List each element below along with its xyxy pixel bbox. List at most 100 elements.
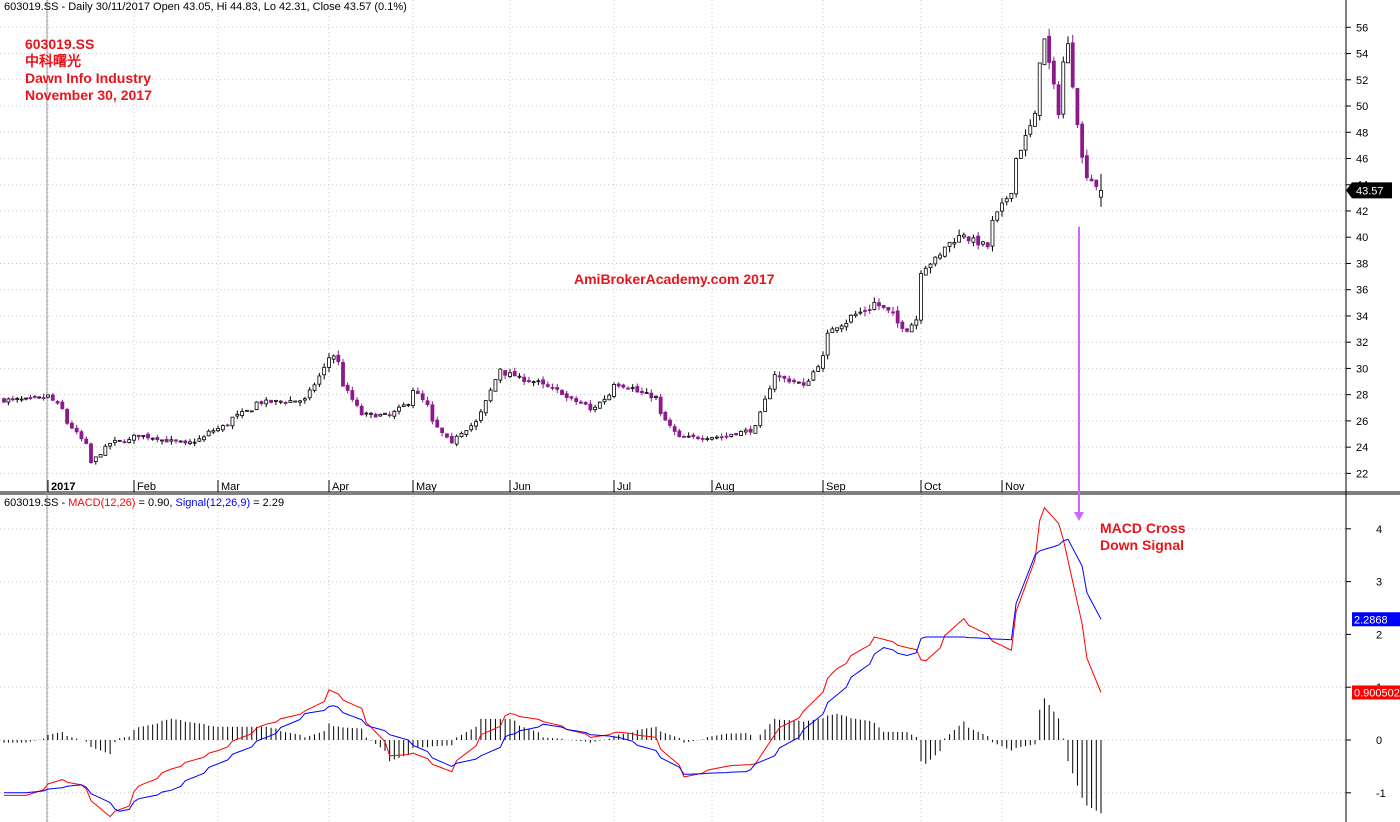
candle-body [512, 371, 517, 377]
candle-body [2, 398, 6, 403]
price-y-tick-label: 50 [1356, 101, 1368, 113]
candle-body [155, 437, 160, 441]
candle-body [440, 427, 445, 434]
candle-body [1066, 43, 1070, 64]
candle-body [1084, 155, 1089, 179]
candle-body [1037, 62, 1042, 117]
candle-body [729, 433, 734, 437]
candle-body [350, 390, 355, 400]
candle-body [493, 379, 498, 392]
candle-body [1061, 61, 1066, 115]
month-label: May [416, 481, 437, 493]
macd-legend-label: MACD(12,26) [68, 497, 136, 509]
candle-body [593, 406, 597, 411]
x-axis: 2017 Feb Mar Apr May Jun Jul Aug Sep Oct Nov [47, 480, 1025, 493]
candle-body [55, 401, 60, 404]
candle-body [28, 397, 33, 399]
price-y-tick-label: 40 [1356, 232, 1368, 244]
candle-body [724, 435, 729, 438]
candle-body [672, 426, 677, 432]
price-panel-header: 603019.SS - Daily 30/11/2017 Open 43.05,… [4, 1, 407, 13]
candle-body [1075, 88, 1080, 126]
candle-body [245, 409, 249, 412]
candle-body [136, 434, 141, 438]
candle-body [459, 432, 464, 438]
macd-panel-header: 603019.SS - MACD(12,26) = 0.90, Signal(1… [4, 497, 284, 509]
candle-body [108, 442, 113, 447]
candle-body [858, 311, 863, 314]
candle-body [966, 236, 971, 242]
candle-body [392, 410, 397, 417]
candle-body [183, 440, 188, 444]
macd-y-axis: -101234 [1346, 524, 1386, 800]
candle-body [658, 396, 663, 414]
signal-line [4, 538, 1102, 812]
candle-body [425, 400, 430, 406]
candle-body [415, 390, 420, 394]
candle-body [387, 414, 392, 417]
candle-body [46, 394, 50, 398]
macd-y-tick-label: 0 [1376, 735, 1382, 747]
macd-cross-annotation-line: Down Signal [1100, 537, 1184, 553]
candle-body [469, 425, 474, 431]
candle-body [668, 419, 672, 426]
candle-body [464, 430, 469, 435]
candle-body [141, 435, 146, 437]
stock-annotation-line: 中科曙光 [25, 53, 81, 69]
month-label: Oct [924, 481, 941, 493]
candle-body [900, 321, 905, 329]
candle-body [763, 398, 767, 412]
candle-body [1094, 179, 1099, 187]
candle-body [985, 242, 990, 248]
candle-body [536, 380, 541, 383]
candle-body [952, 242, 957, 245]
candle-body [555, 387, 560, 390]
month-label: Jul [617, 481, 631, 493]
candle-body [19, 398, 24, 401]
signal-legend-label: Signal(12,26,9) [175, 497, 251, 509]
candle-body [517, 375, 522, 378]
candle-body [714, 436, 719, 439]
candle-body [1089, 178, 1094, 182]
candle-body [317, 375, 322, 385]
candle-body [1042, 38, 1047, 66]
candle-body [32, 395, 37, 398]
candle-body [748, 428, 753, 433]
candle-body [961, 234, 966, 238]
candle-body [777, 375, 782, 378]
candle-body [307, 389, 312, 399]
candle-body [825, 332, 830, 356]
candle-body [644, 392, 649, 395]
candle-body [454, 435, 459, 445]
candle-body [84, 438, 89, 444]
candle-body [821, 355, 825, 369]
candle-body [378, 413, 383, 417]
candle-body [743, 429, 748, 433]
candle-body [220, 425, 225, 431]
candle-body [541, 379, 545, 385]
candlesticks [2, 28, 1103, 465]
candle-body [89, 443, 93, 463]
candle-body [597, 401, 602, 409]
price-y-tick-label: 48 [1356, 127, 1368, 139]
candle-body [117, 439, 122, 442]
candle-body [430, 404, 435, 422]
candle-body [264, 399, 269, 405]
macd-value-tag-text: 0.900502 [1354, 687, 1400, 699]
candle-body [1009, 192, 1014, 199]
last-price-tag-text: 43.57 [1356, 185, 1384, 197]
candle-body [15, 398, 20, 400]
candle-body [312, 384, 317, 391]
stock-annotation-line: November 30, 2017 [25, 87, 152, 103]
price-y-tick-label: 38 [1356, 258, 1368, 270]
candle-body [331, 355, 336, 360]
candle-body [560, 389, 564, 396]
candle-body [796, 381, 801, 384]
candle-body [103, 445, 108, 456]
candle-body [69, 422, 74, 429]
candle-body [753, 425, 758, 434]
candle-body [933, 256, 938, 265]
candle-body [225, 424, 230, 427]
month-label: Mar [221, 481, 240, 493]
